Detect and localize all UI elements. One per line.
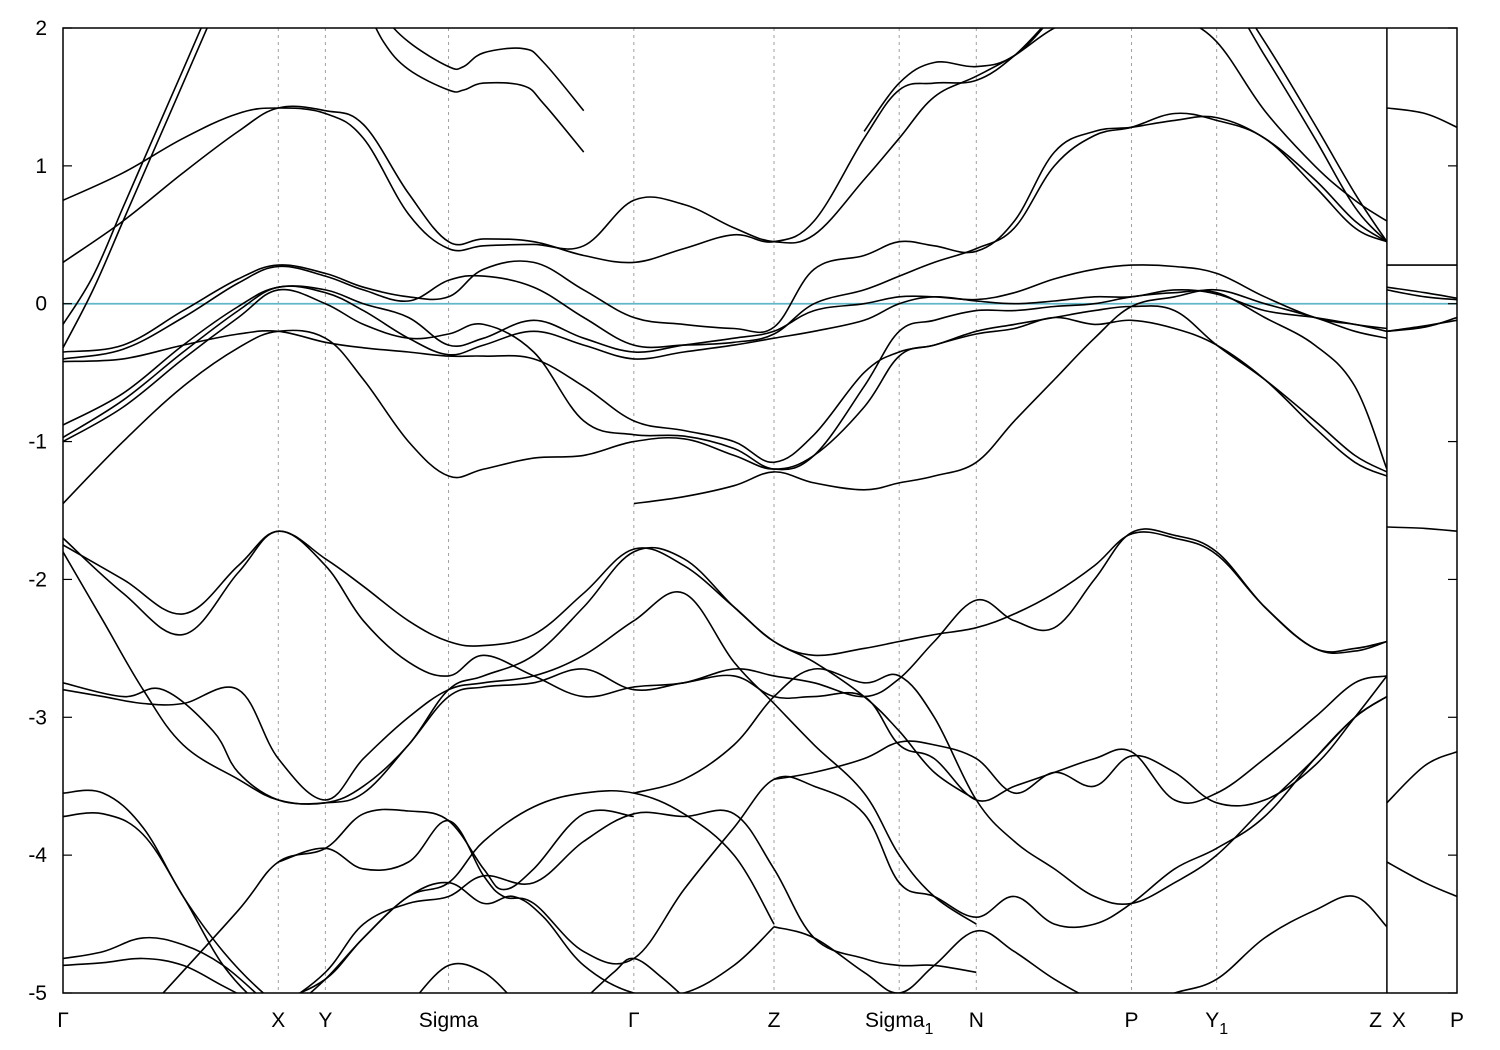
- x-tick-label-6: Sigma1: [865, 1009, 934, 1038]
- x-tick-label-1: X: [271, 1009, 285, 1032]
- x-tick-label-9: Y1: [1205, 1009, 1228, 1038]
- band-line-4: [63, 28, 208, 349]
- band-line-14: [63, 316, 1388, 505]
- band-line-12: [63, 288, 1388, 471]
- band-line-28: [773, 895, 1388, 993]
- plot-border: [62, 27, 1458, 994]
- band-line-40: [1386, 751, 1457, 804]
- kpoint-gridlines: [277, 28, 1218, 993]
- band-line-27: [309, 881, 775, 993]
- x-tick-label-8: P: [1125, 1009, 1139, 1032]
- y-tick-label: -3: [28, 706, 47, 729]
- band-line-23: [63, 789, 775, 993]
- band-line-41: [1386, 861, 1457, 898]
- x-tick-label-12: P: [1450, 1009, 1464, 1032]
- band-line-25: [162, 808, 634, 993]
- x-tick-label-4: Γ: [628, 1009, 640, 1032]
- x-tick-label-10: Z: [1369, 1009, 1382, 1032]
- band-line-6: [374, 28, 585, 153]
- band-line-16: [63, 528, 1388, 698]
- band-line-22: [773, 675, 1388, 807]
- band-line-20: [63, 668, 1388, 805]
- y-tick-label: -4: [28, 844, 47, 867]
- x-tick-label-5: Z: [768, 1009, 781, 1032]
- band-line-38: [1386, 319, 1457, 333]
- band-line-5: [392, 28, 585, 112]
- band-line-33: [1386, 107, 1457, 129]
- band-line-10: [63, 264, 1387, 426]
- plot-frame: [62, 27, 1458, 994]
- y-tick-label: -2: [28, 568, 47, 591]
- band-line-31: [589, 957, 681, 993]
- band-line-2: [63, 28, 1388, 252]
- x-tick-label-3: Sigma: [419, 1009, 479, 1032]
- x-axis-ticks: Γ X Y Sigma Γ Z Sigma1 N P Y1 Z X P: [57, 1009, 1464, 1038]
- band-line-19: [63, 591, 977, 925]
- band-line-7: [863, 28, 1388, 243]
- y-tick-label: -5: [28, 982, 47, 1005]
- band-line-36: [1386, 289, 1457, 301]
- band-line-17: [63, 530, 1388, 657]
- x-tick-label-7: N: [969, 1009, 984, 1032]
- band-lines: [63, 28, 1457, 993]
- band-line-32: [418, 962, 509, 993]
- y-axis-ticks: -5 -4 -3 -2 -1 0 1 2: [28, 17, 1457, 1005]
- band-line-18: [63, 546, 977, 805]
- y-tick-label: 1: [35, 155, 47, 178]
- band-line-21: [633, 668, 1388, 906]
- y-tick-label: -1: [28, 431, 47, 454]
- band-line-3: [63, 28, 202, 325]
- band-line-26: [278, 695, 1388, 965]
- band-line-39: [1386, 526, 1457, 532]
- band-line-9: [63, 112, 1388, 360]
- band-line-29: [63, 936, 257, 993]
- y-tick-label: 0: [35, 293, 47, 316]
- band-line-35: [1386, 286, 1457, 299]
- band-line-8: [63, 115, 1388, 353]
- y-tick-label: 2: [35, 17, 47, 40]
- band-line-30: [63, 957, 239, 993]
- band-line-13: [63, 305, 1388, 473]
- band-line-24: [63, 809, 977, 993]
- x-tick-label-2: Y: [318, 1009, 332, 1032]
- band-line-11: [63, 285, 1388, 439]
- band-line-15: [633, 288, 1388, 505]
- x-tick-label-0: Γ: [57, 1009, 69, 1032]
- x-tick-label-11: X: [1392, 1009, 1406, 1032]
